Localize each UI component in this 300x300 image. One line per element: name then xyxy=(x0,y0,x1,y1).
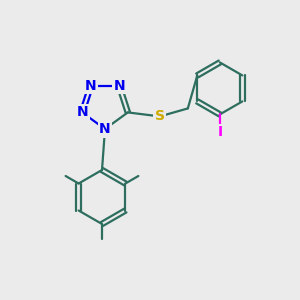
Text: N: N xyxy=(113,79,125,93)
Text: S: S xyxy=(155,110,165,123)
Text: N: N xyxy=(85,79,97,93)
Text: N: N xyxy=(76,105,88,119)
Text: N: N xyxy=(99,122,111,136)
Text: I: I xyxy=(217,125,222,140)
